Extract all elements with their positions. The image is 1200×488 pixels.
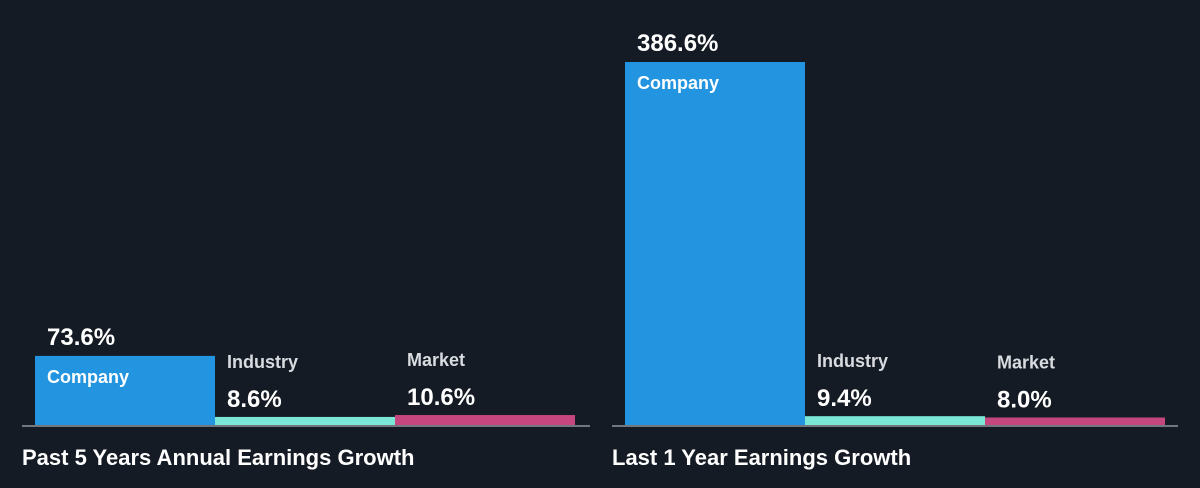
past-5-years-chart: Company 73.6% Industry 8.6% Market 10.6% Past … <box>22 324 590 470</box>
bar-company <box>625 62 805 425</box>
category-label-market: Market <box>407 350 465 370</box>
bar-market <box>985 417 1165 425</box>
value-label-company: 386.6% <box>637 30 718 57</box>
category-label-market: Market <box>997 352 1055 372</box>
chart-title: Past 5 Years Annual Earnings Growth <box>22 445 414 470</box>
chart-title: Last 1 Year Earnings Growth <box>612 445 911 470</box>
category-label-industry: Industry <box>227 352 298 372</box>
value-label-industry: 9.4% <box>817 385 872 412</box>
bar-market <box>395 415 575 425</box>
value-label-industry: 8.6% <box>227 386 282 413</box>
category-label-company: Company <box>637 73 719 93</box>
bar-industry <box>805 416 985 425</box>
value-label-market: 10.6% <box>407 384 475 411</box>
last-1-year-chart: Company 386.6% Industry 9.4% Market 8.0% Last … <box>612 30 1178 470</box>
value-label-market: 8.0% <box>997 386 1052 413</box>
category-label-company: Company <box>47 367 129 387</box>
bar-industry <box>215 416 395 425</box>
bar-company <box>35 355 215 425</box>
value-label-company: 73.6% <box>47 324 115 351</box>
category-label-industry: Industry <box>817 351 888 371</box>
